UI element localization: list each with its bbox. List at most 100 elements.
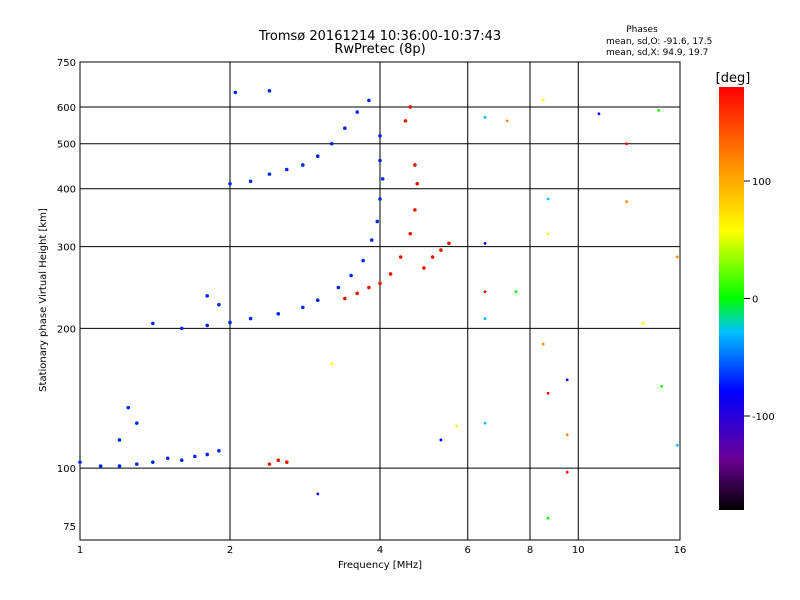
point-o: [336, 285, 341, 290]
point-o: [151, 321, 155, 326]
point-x: [355, 291, 359, 296]
point-o: [217, 302, 221, 307]
point-o: [378, 134, 382, 138]
point-o: [343, 126, 347, 131]
scatter-point: [546, 232, 550, 236]
point-o: [378, 158, 382, 163]
scatter-point: [546, 516, 550, 520]
x-tick-label: 6: [465, 545, 471, 556]
point-x: [408, 105, 413, 109]
point-x: [413, 163, 417, 167]
point-o: [228, 181, 232, 186]
scatter-point: [483, 241, 487, 245]
point-x: [408, 231, 413, 236]
point-o: [126, 405, 131, 410]
scatter-point: [483, 421, 487, 425]
point-o: [284, 167, 289, 172]
scatter-point: [565, 433, 569, 437]
scatter-point: [625, 142, 628, 146]
point-o: [228, 320, 232, 325]
chart-title: Tromsø 20161214 10:36:00-10:37:43: [258, 29, 501, 44]
point-o: [349, 273, 353, 278]
data-points: [78, 89, 679, 520]
phases-heading: Phases: [626, 25, 658, 35]
phases-x-stats: mean, sd,X: 94.9, 19.7: [606, 48, 708, 58]
scatter-point: [641, 322, 645, 325]
point-o: [369, 238, 374, 242]
point-x: [367, 285, 371, 290]
point-x: [343, 296, 347, 301]
point-o: [267, 172, 272, 176]
colorbar-label: [deg]: [716, 71, 751, 86]
point-x: [276, 458, 281, 463]
point-o: [367, 98, 371, 103]
scatter-point: [657, 108, 661, 112]
scatter-point: [330, 362, 334, 365]
scatter-point: [625, 200, 628, 204]
scatter-point: [316, 492, 320, 496]
point-o: [375, 219, 380, 224]
y-tick-label: 300: [57, 243, 76, 254]
scatter-point: [483, 290, 487, 294]
phases-o-stats: mean, sd,O: -91.6, 17.5: [606, 37, 712, 47]
point-o: [361, 258, 365, 263]
scatter-point: [660, 384, 664, 388]
point-o: [315, 154, 320, 158]
point-o: [329, 141, 334, 146]
scatter-point: [546, 391, 550, 395]
colorbar-tick-label: 0: [752, 295, 758, 306]
point-x: [398, 255, 403, 259]
point-x: [388, 272, 393, 276]
scatter-point: [565, 470, 569, 474]
point-o: [134, 421, 139, 425]
point-o: [301, 163, 305, 167]
point-o: [179, 326, 184, 331]
point-o: [98, 464, 103, 468]
scatter-point: [675, 255, 679, 259]
point-o: [193, 454, 197, 459]
point-o: [78, 460, 82, 464]
x-tick-label: 16: [674, 545, 687, 556]
scatter-point: [505, 119, 509, 123]
point-o: [378, 197, 382, 201]
scatter-point: [514, 290, 518, 294]
point-x: [267, 462, 272, 466]
point-o: [151, 460, 155, 464]
point-o: [248, 316, 253, 321]
point-o: [248, 179, 253, 184]
y-tick-label: 400: [57, 185, 76, 196]
point-o: [315, 298, 320, 303]
point-x: [422, 266, 426, 270]
x-tick-label: 2: [227, 545, 233, 556]
point-o: [380, 177, 385, 181]
point-x: [415, 181, 419, 186]
scatter-point: [439, 438, 443, 442]
y-tick-label: 750: [57, 58, 76, 69]
point-o: [117, 464, 122, 468]
scatter-point: [546, 197, 550, 201]
point-o: [355, 110, 359, 114]
axis-ticks: 1 2 4 6 8 10 16 75 100 200 300 400 500 600 750: [57, 58, 686, 556]
y-tick-label: 100: [57, 464, 76, 475]
point-o: [267, 89, 272, 93]
x-tick-label: 4: [377, 545, 383, 556]
point-x: [447, 241, 451, 246]
point-x: [430, 255, 435, 259]
y-tick-label: 600: [57, 103, 76, 114]
x-tick-label: 10: [572, 545, 585, 556]
x-axis-label: Frequency [MHz]: [338, 560, 422, 571]
scatter-point: [483, 115, 487, 119]
grid-lines: [80, 62, 680, 540]
point-o: [205, 452, 209, 457]
point-o: [217, 448, 221, 453]
point-x: [413, 208, 417, 212]
x-tick-label: 1: [77, 545, 83, 556]
point-x: [403, 119, 408, 123]
point-o: [165, 456, 170, 461]
point-x: [378, 281, 382, 286]
colorbar: [719, 87, 744, 510]
scatter-point: [675, 443, 679, 447]
scatter-point: [565, 378, 569, 382]
point-o: [205, 294, 209, 298]
